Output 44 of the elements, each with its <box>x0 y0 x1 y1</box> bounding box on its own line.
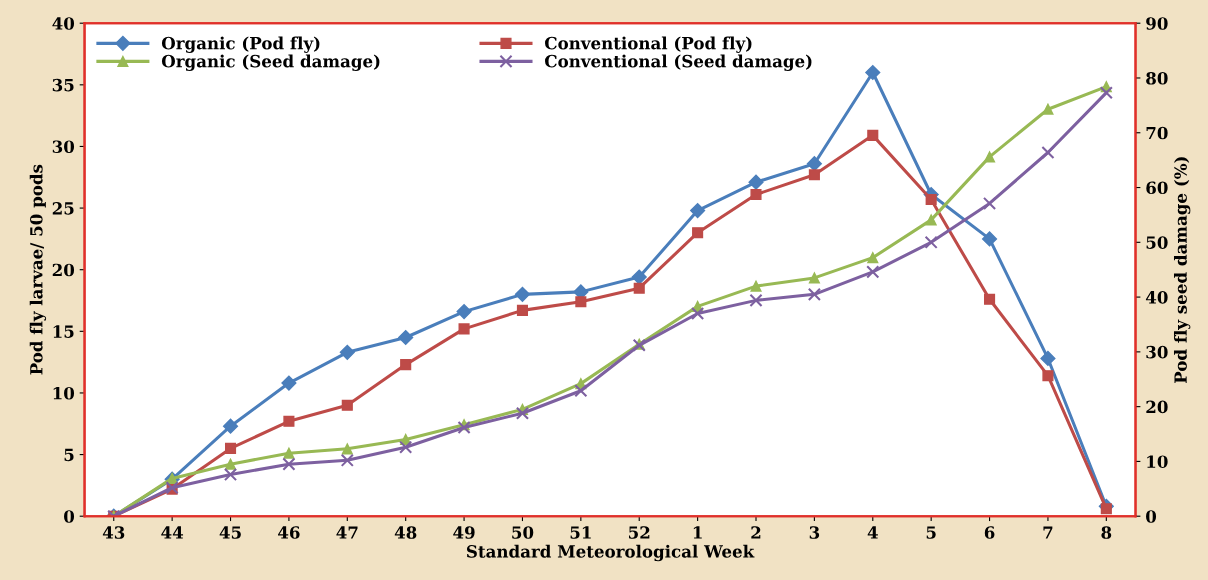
y-tick-label: 10 <box>53 386 75 400</box>
y2-tick-label: 60 <box>1146 181 1168 195</box>
x-tick-label: 50 <box>512 526 534 539</box>
legend-label: Conventional (Seed damage) <box>545 54 812 71</box>
x-tick-label: 46 <box>278 526 300 539</box>
y-tick-label: 20 <box>52 263 75 277</box>
y2-tick-label: 20 <box>1146 400 1168 414</box>
legend-label: Organic (Pod fly) <box>161 36 320 53</box>
y-tick-label: 5 <box>64 448 74 462</box>
y2-axis-title: Pod fly seed damage (%) <box>1173 157 1191 384</box>
y-tick-label: 25 <box>52 202 74 215</box>
y2-tick-label: 40 <box>1145 291 1168 304</box>
x-tick-label: 52 <box>629 526 650 539</box>
y2-tick-label: 10 <box>1147 455 1168 468</box>
x-tick-label: 5 <box>926 526 936 539</box>
x-tick-label: 1 <box>693 526 702 539</box>
y2-tick-label: 90 <box>1146 17 1168 30</box>
x-tick-label: 45 <box>219 526 241 539</box>
y2-tick-label: 70 <box>1146 126 1168 140</box>
x-tick-label: 48 <box>394 526 417 539</box>
legend-label: Conventional (Pod fly) <box>545 36 752 53</box>
x-tick-label: 51 <box>570 526 591 539</box>
y2-tick-label: 50 <box>1146 236 1168 249</box>
y-tick-label: 0 <box>64 510 75 523</box>
y-tick-label: 30 <box>52 140 75 154</box>
x-tick-label: 2 <box>751 526 761 539</box>
y2-tick-label: 0 <box>1146 510 1157 523</box>
legend-label: Organic (Seed damage) <box>161 54 380 71</box>
y-axis-title: Pod fly larvae/ 50 pods <box>29 164 47 375</box>
y-tick-label: 40 <box>52 17 75 30</box>
y2-tick-label: 80 <box>1146 71 1168 85</box>
x-tick-label: 8 <box>1101 526 1112 539</box>
x-tick-label: 49 <box>453 526 475 539</box>
x-tick-label: 47 <box>336 526 358 539</box>
y-tick-label: 15 <box>53 325 74 338</box>
x-tick-label: 44 <box>161 526 184 539</box>
x-tick-label: 7 <box>1043 526 1053 539</box>
x-tick-label: 4 <box>867 526 878 539</box>
y2-tick-label: 30 <box>1146 345 1168 359</box>
y-tick-label: 35 <box>52 78 74 92</box>
x-tick-label: 43 <box>102 526 125 539</box>
x-tick-label: 6 <box>984 526 995 539</box>
x-axis-title: Standard Meteorological Week <box>466 544 755 562</box>
x-tick-label: 3 <box>809 526 820 539</box>
